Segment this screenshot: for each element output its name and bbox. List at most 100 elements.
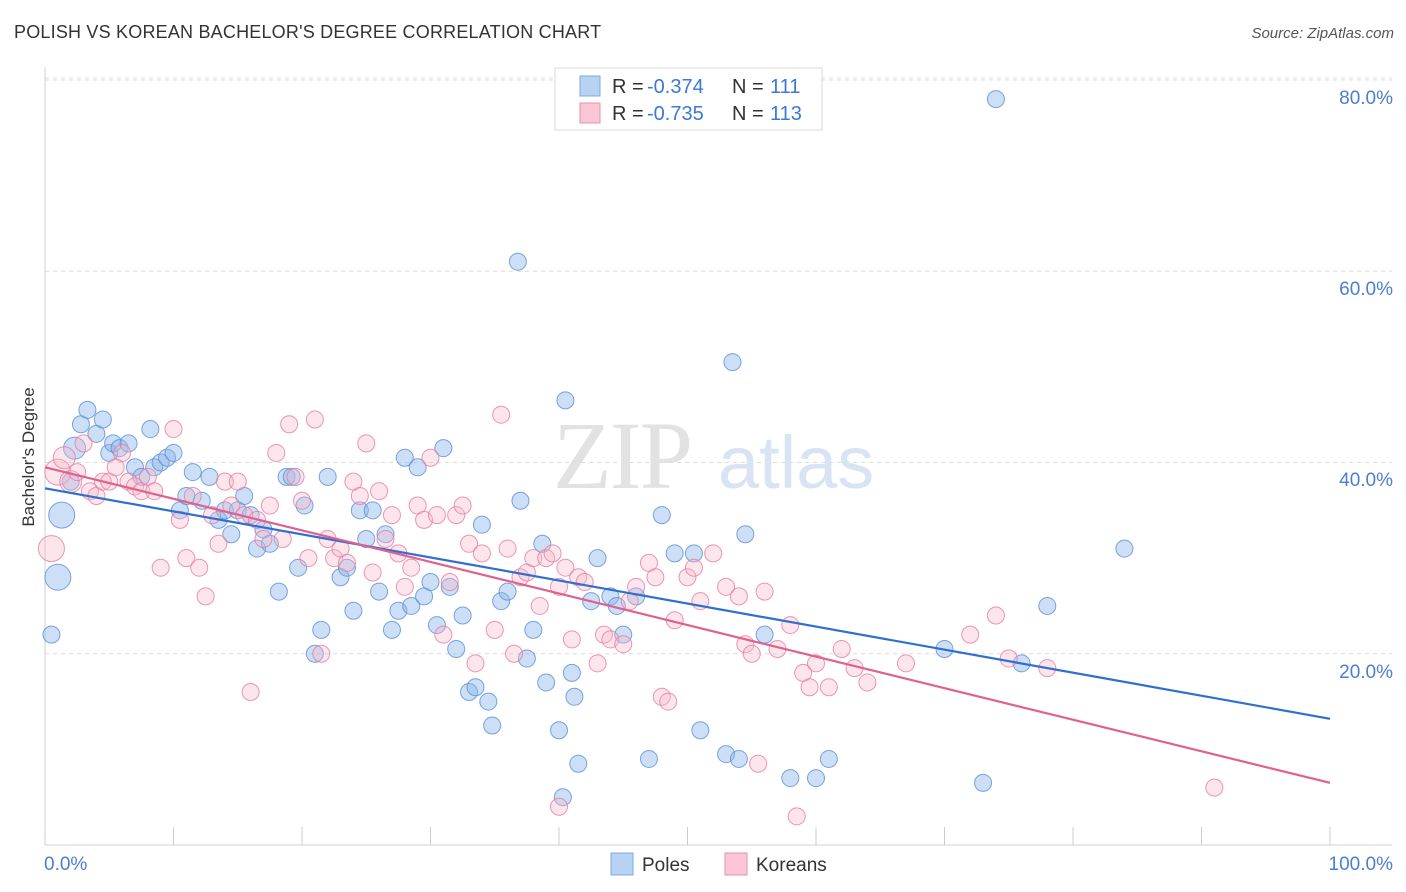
koreans-point <box>755 582 774 601</box>
legend-r-label: R = <box>612 103 644 125</box>
koreans-point <box>357 434 376 453</box>
koreans-point <box>299 549 318 568</box>
poles-point <box>447 639 466 658</box>
poles-point <box>363 501 382 520</box>
koreans-point <box>260 496 279 515</box>
gridlines <box>45 77 1392 655</box>
x-tick-label-min: 0.0% <box>44 854 87 875</box>
poles-point <box>723 353 742 372</box>
koreans-trend-line <box>44 466 1331 784</box>
poles-point <box>524 620 543 639</box>
koreans-point <box>177 549 196 568</box>
legend-swatch-poles <box>579 75 601 97</box>
legend-swatch-koreans <box>579 102 601 124</box>
legend-bottom-swatch-poles <box>610 852 634 876</box>
y-tick-label: 20.0% <box>1339 662 1393 683</box>
koreans-point <box>550 577 568 596</box>
koreans-point <box>575 573 594 592</box>
legend-bottom-label-poles: Poles <box>642 855 690 876</box>
koreans-point <box>434 625 453 644</box>
watermark-atlas: atlas <box>718 421 874 504</box>
koreans-point <box>505 644 524 663</box>
poles-point <box>312 620 331 639</box>
legend-n-value: 111 <box>770 76 800 98</box>
poles-point <box>736 525 755 544</box>
koreans-point <box>524 549 543 568</box>
poles-point <box>601 587 620 606</box>
poles-point <box>974 773 993 792</box>
poles-point <box>110 439 129 458</box>
x-tick-marks <box>44 827 1331 845</box>
poles-point <box>553 788 572 807</box>
axes <box>44 67 1392 846</box>
poles-point <box>318 467 337 486</box>
legend-bottom-label-koreans: Koreans <box>756 855 827 876</box>
poles-point <box>691 721 710 740</box>
koreans-point <box>498 539 517 558</box>
koreans-point <box>376 530 395 548</box>
poles-point <box>119 434 138 453</box>
koreans-point <box>254 530 273 548</box>
poles-point <box>453 606 472 625</box>
poles-point <box>665 544 684 563</box>
poles-point <box>222 525 241 544</box>
legend-bottom: Poles Koreans <box>610 852 827 876</box>
y-tick-label: 40.0% <box>1339 470 1393 491</box>
poles-point <box>305 644 324 663</box>
koreans-point <box>286 467 305 486</box>
poles-point <box>282 467 301 486</box>
y-tick-label: 80.0% <box>1339 88 1393 109</box>
poles-point <box>295 496 314 515</box>
poles-point <box>755 625 774 644</box>
koreans-point <box>729 587 748 606</box>
koreans-point <box>896 654 915 673</box>
poles-point <box>408 458 427 477</box>
x-tick-label-max: 100.0% <box>1329 854 1394 875</box>
koreans-point <box>421 448 440 467</box>
poles-trend-line <box>44 487 1331 720</box>
poles-point <box>819 749 838 768</box>
poles-point <box>986 90 1005 109</box>
poles-point <box>807 769 825 788</box>
koreans-point <box>466 654 485 673</box>
koreans-point <box>543 544 562 563</box>
koreans-point <box>267 443 286 462</box>
poles-point <box>350 501 369 520</box>
poles-point <box>556 391 575 410</box>
poles-point <box>550 721 568 740</box>
koreans-point <box>485 620 504 639</box>
koreans-point <box>807 654 825 673</box>
koreans-point <box>742 644 761 663</box>
y-tick-label: 60.0% <box>1339 279 1393 300</box>
chart-title: POLISH VS KOREAN BACHELOR'S DEGREE CORRE… <box>14 22 601 42</box>
poles-point <box>508 252 527 271</box>
koreans-point <box>646 568 665 587</box>
poles-point <box>729 749 748 768</box>
poles-point <box>1115 539 1134 558</box>
poles-point <box>639 749 658 768</box>
koreans-point <box>588 654 607 673</box>
koreans-point <box>370 482 389 501</box>
koreans-point <box>717 577 736 596</box>
koreans-point <box>395 577 414 596</box>
poles-point <box>78 400 97 419</box>
poles-point <box>588 549 607 568</box>
poles-point <box>93 410 112 429</box>
koreans-point <box>453 496 472 515</box>
koreans-point <box>305 410 324 429</box>
koreans-point <box>113 443 132 462</box>
poles-point <box>357 530 376 548</box>
koreans-point <box>241 683 260 701</box>
legend-bottom-swatch-koreans <box>724 852 748 876</box>
legend-r-value: -0.735 <box>647 103 704 125</box>
koreans-point <box>819 678 838 697</box>
koreans-point <box>215 472 234 491</box>
poles-point <box>652 506 671 525</box>
koreans-point <box>704 544 723 563</box>
koreans-point <box>145 482 164 501</box>
koreans-point <box>170 510 189 529</box>
poles-point <box>183 463 202 482</box>
poles-point <box>344 601 363 620</box>
koreans-point <box>1205 778 1224 797</box>
